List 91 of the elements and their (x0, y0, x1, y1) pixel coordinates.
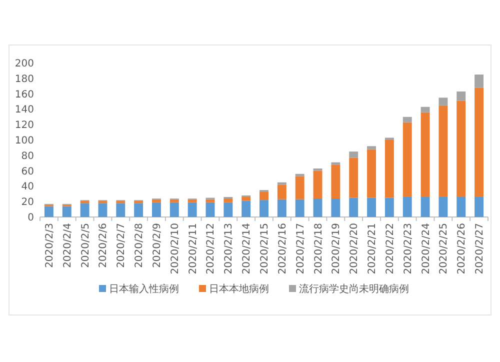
x-tick-label: 2020/2/10 (170, 223, 181, 274)
y-tick-label: 160 (14, 89, 34, 100)
bar (331, 164, 340, 199)
bar (438, 196, 448, 217)
x-tick-label: 2020/2/14 (242, 223, 253, 274)
bar (152, 199, 161, 202)
x-tick-label: 2020/2/11 (188, 223, 199, 274)
y-tick-label: 120 (14, 120, 34, 132)
x-tick-label: 2020/2/27 (474, 223, 486, 274)
x-tick-label: 2020/2/8 (134, 223, 146, 268)
bar (62, 206, 72, 217)
x-tick-label: 2020/2/25 (438, 223, 450, 274)
y-tick-label: 60 (21, 166, 34, 178)
y-tick-label: 140 (14, 104, 34, 116)
bar (420, 106, 430, 112)
bar (456, 100, 466, 197)
bar (313, 198, 322, 217)
x-tick-label: 2020/2/24 (420, 223, 432, 274)
x-tick-label: 2020/2/4 (62, 223, 74, 268)
x-tick-label: 2020/2/13 (224, 223, 235, 274)
bar (349, 158, 358, 198)
bar (402, 122, 412, 197)
bar (242, 200, 251, 217)
bar (260, 200, 268, 217)
bar (134, 203, 144, 217)
bar (349, 198, 358, 217)
legend-label: 日本输入性病例 (109, 283, 179, 295)
bar (260, 192, 268, 200)
x-tick-label: 2020/2/12 (206, 223, 217, 274)
bar (367, 149, 376, 198)
x-tick-label: 2020/2/16 (277, 223, 288, 274)
bar (474, 74, 484, 88)
bar (295, 199, 304, 217)
legend-label: 日本本地病例 (209, 283, 269, 295)
bar (170, 202, 179, 217)
bar (188, 202, 197, 217)
bar (224, 202, 233, 217)
x-tick-label: 2020/2/20 (349, 223, 360, 274)
bar (349, 152, 358, 158)
bar (402, 196, 412, 217)
bar (277, 199, 286, 217)
bar (456, 196, 466, 217)
y-tick-label: 180 (14, 74, 34, 85)
bar (170, 199, 179, 202)
bar (402, 116, 412, 122)
bar (438, 98, 448, 106)
bar (277, 184, 286, 200)
bar (188, 199, 197, 202)
x-tick-label: 2020/2/6 (98, 223, 110, 268)
bar (384, 140, 394, 198)
x-tick-label: 2020/2/3 (44, 223, 56, 268)
x-tick-label: 2020/2/26 (456, 223, 468, 274)
x-tick-label: 2020/2/15 (260, 223, 270, 274)
bar (438, 105, 448, 197)
x-tick-label: 2020/2/22 (384, 223, 396, 274)
x-tick-label: 2020/2/17 (295, 223, 306, 274)
bar (206, 202, 215, 217)
y-tick-label: 40 (21, 182, 34, 193)
bar (44, 206, 54, 217)
bar (224, 198, 233, 202)
bar (116, 203, 126, 217)
bar (420, 196, 430, 217)
x-tick-label: 2020/2/21 (367, 223, 378, 274)
bar (313, 170, 322, 199)
y-tick-label: 100 (14, 136, 34, 146)
bar (242, 196, 251, 201)
x-tick-label: 2020/2/9 (152, 223, 163, 268)
bar (331, 198, 340, 217)
bar (420, 112, 430, 197)
legend-label: 流行病学史尚未明确病例 (299, 283, 409, 295)
x-tick-label: 2020/2/23 (402, 223, 414, 274)
bar (152, 202, 161, 217)
bar (367, 146, 376, 150)
bar (98, 203, 108, 217)
y-tick-label: 20 (21, 197, 34, 208)
x-tick-label: 2020/2/18 (313, 223, 324, 274)
y-tick-label: 0 (28, 212, 34, 224)
bar (80, 203, 90, 217)
bar (313, 168, 322, 171)
bar (206, 199, 215, 202)
bar (456, 91, 466, 101)
bar (367, 198, 376, 217)
bar (474, 196, 484, 217)
bar (384, 198, 394, 217)
x-tick-label: 2020/2/19 (331, 223, 342, 274)
y-tick-label: 80 (21, 150, 34, 162)
x-tick-label: 2020/2/7 (116, 223, 128, 268)
y-tick-label: 200 (14, 58, 34, 70)
bar (295, 176, 304, 200)
bar (474, 88, 484, 197)
x-tick-label: 2020/2/5 (80, 223, 92, 268)
